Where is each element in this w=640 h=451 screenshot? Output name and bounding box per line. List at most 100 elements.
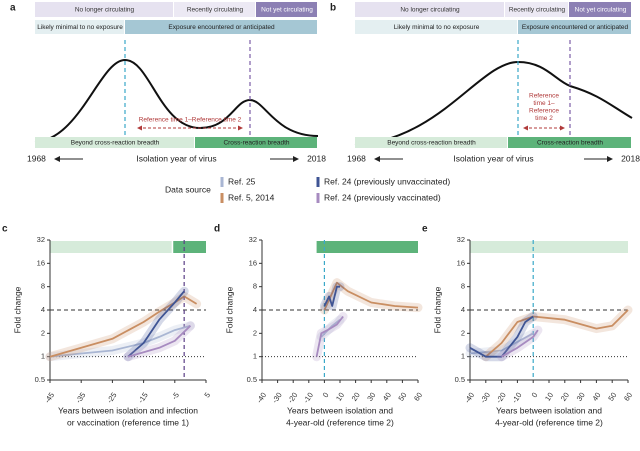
y-tick-label: 4 [41, 305, 45, 314]
series-line [323, 285, 340, 307]
x-axis-label: Years between isolation and [496, 405, 602, 415]
x-tick-label: -40 [255, 391, 269, 405]
y-tick-label: 1 [41, 352, 45, 361]
breadth-band [470, 241, 628, 253]
exposure-label: Likely minimal to no exposure [394, 24, 480, 31]
y-tick-label: 4 [253, 305, 257, 314]
y-tick-label: 2 [253, 328, 257, 337]
y-tick-label: 2 [461, 328, 465, 337]
series-line [501, 329, 539, 358]
circulation-label: Not yet circulating [261, 7, 313, 14]
breadth-label: Beyond cross-reaction breadth [387, 140, 476, 147]
series-line [127, 325, 192, 358]
circulation [174, 2, 255, 17]
x-tick-label: -25 [105, 391, 119, 405]
series-line [469, 315, 534, 358]
breadth [355, 137, 507, 148]
exposure [518, 20, 631, 34]
curve-b [354, 60, 633, 146]
panel-label: b [330, 3, 336, 14]
reference-label: Reference [529, 93, 559, 100]
x-axis-label: 4-year-old (reference time 2) [286, 417, 394, 427]
x-tick-label: -15 [136, 391, 150, 405]
y-tick-label: 8 [253, 282, 257, 291]
breadth-label: Cross-reaction breadth [537, 140, 603, 147]
x-tick-label: 20 [559, 391, 571, 403]
legend-label: Ref. 5, 2014 [228, 192, 275, 202]
x-tick-label: 10 [543, 391, 555, 403]
axis-start: 1968 [27, 153, 46, 163]
panel-label: d [214, 224, 220, 235]
series-line [49, 295, 198, 358]
x-tick-label: 5 [202, 391, 212, 400]
circulation-label: No longer circulating [75, 7, 135, 14]
x-tick-label: -30 [478, 391, 492, 405]
y-axis-label: Fold change [432, 286, 442, 333]
exposure [355, 20, 517, 34]
axis-start: 1968 [347, 153, 366, 163]
circulation-label: Recently circulating [509, 7, 566, 14]
exposure-label: Exposure encountered or anticipated [168, 24, 275, 31]
exposure [35, 20, 124, 34]
circulation-label: Not yet circulating [575, 7, 627, 14]
circulation-label: No longer circulating [400, 7, 460, 14]
x-tick-label: 0 [321, 391, 331, 400]
circulation [505, 2, 568, 17]
x-axis-label: 4-year-old (reference time 2) [495, 417, 603, 427]
breadth [508, 137, 631, 148]
y-tick-label: 32 [37, 235, 45, 244]
y-tick-label: 0.5 [455, 375, 465, 384]
breadth-band [316, 241, 418, 253]
y-tick-label: 0.5 [35, 375, 45, 384]
x-tick-label: 60 [622, 391, 634, 403]
axis-end: 2018 [621, 153, 640, 163]
y-tick-label: 8 [41, 282, 45, 291]
x-tick-label: -35 [74, 391, 88, 405]
legend-label: Ref. 24 (previously unvaccinated) [324, 176, 450, 186]
breadth-label: Beyond cross-reaction breadth [71, 140, 160, 147]
x-tick-label: -30 [270, 391, 284, 405]
x-tick-label: 0 [530, 391, 540, 400]
x-tick-label: 40 [590, 391, 602, 403]
axis-end: 2018 [307, 153, 326, 163]
exposure-label: Exposure encountered or anticipated [522, 24, 629, 31]
series-line [323, 281, 419, 311]
panel-label: a [10, 3, 16, 14]
x-tick-label: 30 [575, 391, 587, 403]
legend-label: Ref. 24 (previously vaccinated) [324, 192, 441, 202]
panel-label: c [2, 224, 8, 235]
y-tick-label: 16 [37, 258, 45, 267]
x-tick-label: -5 [170, 391, 181, 402]
x-tick-label: -45 [43, 391, 57, 405]
breadth [195, 137, 317, 148]
x-tick-label: -10 [301, 391, 315, 405]
circulation [35, 2, 173, 17]
series-line [485, 309, 629, 358]
series-line [320, 318, 341, 338]
y-tick-label: 1 [253, 352, 257, 361]
x-tick-label: 50 [606, 391, 618, 403]
axis-label: Isolation year of virus [136, 153, 216, 163]
breadth [35, 137, 194, 148]
series-line [469, 332, 534, 355]
exposure-label: Likely minimal to no exposure [37, 24, 123, 31]
x-tick-label: -20 [494, 391, 508, 405]
y-tick-label: 32 [457, 235, 465, 244]
exposure [125, 20, 317, 34]
x-axis-label: Years between isolation and infection [58, 405, 198, 415]
y-tick-label: 16 [457, 258, 465, 267]
x-axis-label: Years between isolation and [287, 405, 393, 415]
axis-label: Isolation year of virus [453, 153, 533, 163]
y-tick-label: 2 [41, 328, 45, 337]
circulation [256, 2, 317, 17]
reference-label: time 1– [533, 100, 555, 107]
reference-label: Reference time 1–Reference time 2 [139, 117, 242, 124]
x-tick-label: 50 [396, 391, 408, 403]
y-tick-label: 4 [461, 305, 465, 314]
x-tick-label: 40 [381, 391, 393, 403]
breadth-label: Cross-reaction breadth [223, 140, 289, 147]
y-tick-label: 8 [461, 282, 465, 291]
series-line [315, 315, 344, 357]
x-axis-label: or vaccination (reference time 1) [67, 417, 189, 427]
